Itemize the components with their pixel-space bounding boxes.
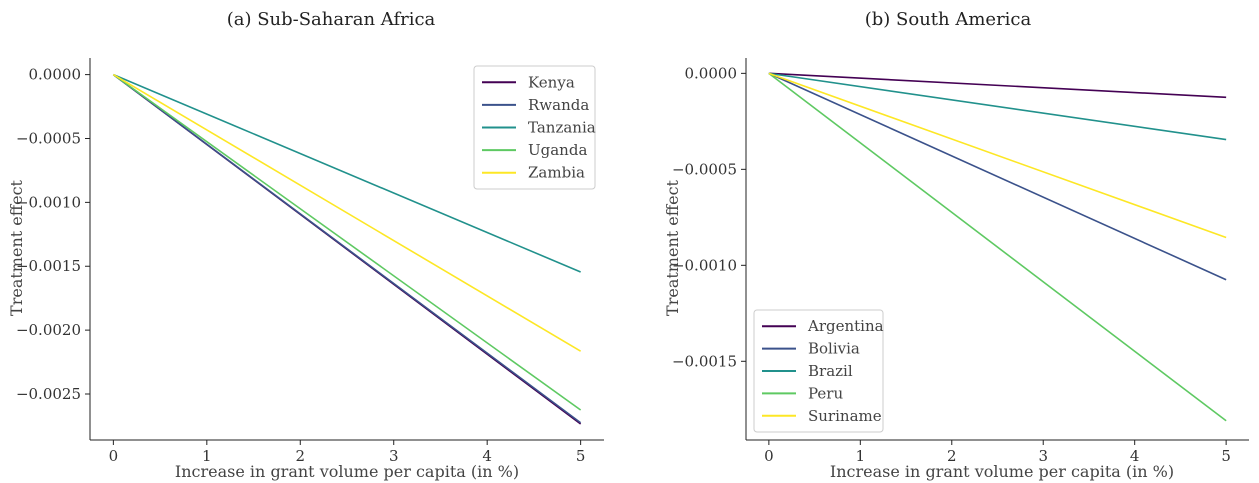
legend-label-brazil: Brazil <box>808 362 853 380</box>
x-tick-label: 0 <box>764 447 774 465</box>
series-line-bolivia <box>768 72 1227 281</box>
x-axis-label: Increase in grant volume per capita (in … <box>830 462 1174 481</box>
legend-label-uganda: Uganda <box>528 141 587 159</box>
legend-label-zambia: Zambia <box>528 164 585 182</box>
legend-label-kenya: Kenya <box>528 73 575 91</box>
legend-label-argentina: Argentina <box>807 317 884 335</box>
legend-label-rwanda: Rwanda <box>528 96 589 114</box>
x-tick-label: 4 <box>482 447 492 465</box>
series-line-suriname <box>768 72 1227 239</box>
x-tick-label: 0 <box>109 447 119 465</box>
x-tick-label: 2 <box>947 447 957 465</box>
y-tick-label: 0.0000 <box>685 64 738 82</box>
series-line-rwanda <box>112 73 582 424</box>
legend-frame <box>753 309 884 433</box>
legend: Kenya Rwanda Tanzania Uganda Zambia <box>473 65 596 190</box>
panel-sub-saharan-africa: (a) Sub-Saharan Africa Increase in grant… <box>7 9 604 481</box>
series-line-tanzania <box>113 73 581 273</box>
y-tick-label: −0.0025 <box>16 385 81 403</box>
series-line-uganda <box>112 73 582 411</box>
series-line-peru <box>768 72 1227 422</box>
series-line-brazil <box>768 72 1227 141</box>
x-tick-label: 3 <box>389 447 399 465</box>
panel-title: (b) South America <box>865 9 1032 30</box>
x-tick-label: 1 <box>202 447 212 465</box>
x-axis-label: Increase in grant volume per capita (in … <box>175 462 519 481</box>
legend: Argentina Bolivia Brazil Peru Suriname <box>753 309 884 433</box>
y-axis-label: Treatment effect <box>7 179 26 315</box>
x-tick-label: 3 <box>1038 447 1048 465</box>
y-axis-label: Treatment effect <box>663 179 682 315</box>
x-tick-label: 2 <box>295 447 305 465</box>
series-line-zambia <box>112 73 582 352</box>
legend-label-bolivia: Bolivia <box>808 340 860 358</box>
x-tick-label: 5 <box>576 447 586 465</box>
legend-label-peru: Peru <box>808 384 843 402</box>
y-tick-label: −0.0005 <box>672 160 737 178</box>
y-tick-label: −0.0020 <box>16 321 81 339</box>
panel-title: (a) Sub-Saharan Africa <box>227 9 436 30</box>
series-line-argentina <box>768 72 1227 99</box>
y-tick-label: 0.0000 <box>29 66 82 84</box>
y-tick-label: −0.0015 <box>16 257 81 275</box>
y-tick-label: −0.0010 <box>672 256 737 274</box>
legend-frame <box>473 65 596 190</box>
panel-south-america: (b) South America Increase in grant volu… <box>663 9 1249 481</box>
legend-label-tanzania: Tanzania <box>528 119 596 137</box>
y-tick-label: −0.0010 <box>16 193 81 211</box>
x-tick-label: 5 <box>1221 447 1231 465</box>
x-tick-label: 1 <box>856 447 866 465</box>
y-tick-label: −0.0015 <box>672 352 737 370</box>
x-tick-label: 4 <box>1130 447 1140 465</box>
y-tick-label: −0.0005 <box>16 129 81 147</box>
legend-label-suriname: Suriname <box>808 407 882 425</box>
